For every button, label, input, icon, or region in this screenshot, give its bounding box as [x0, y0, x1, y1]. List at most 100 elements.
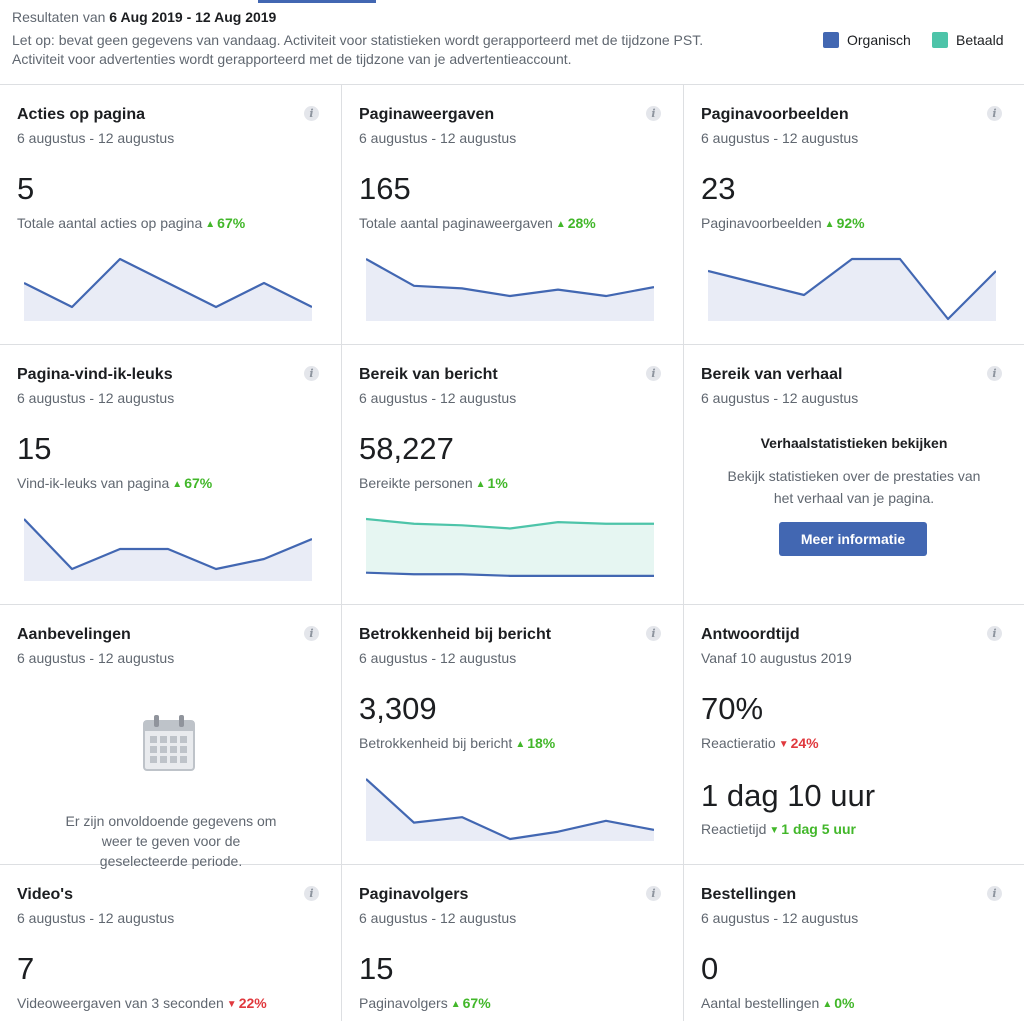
- legend-swatch-organic: [823, 32, 839, 48]
- metric-label: Paginavolgers: [359, 995, 448, 1011]
- sparkline-chart: [366, 517, 654, 577]
- card-betrokkenheid-bij-bericht[interactable]: Betrokkenheid bij bericht 6 augustus - 1…: [342, 605, 684, 865]
- triangle-up-icon: ▲: [822, 999, 833, 1010]
- meer-informatie-button[interactable]: Meer informatie: [779, 522, 927, 556]
- organic-series-area: [24, 259, 312, 321]
- card-pagina-vind-ik-leuks[interactable]: Pagina-vind-ik-leuks 6 augustus - 12 aug…: [0, 345, 342, 605]
- card-paginavoorbeelden[interactable]: Paginavoorbeelden 6 augustus - 12 august…: [684, 85, 1024, 345]
- card-subtitle: 6 augustus - 12 augustus: [17, 390, 175, 406]
- legend-paid: Betaald: [932, 32, 1003, 48]
- change-indicator: ▲ 18%: [515, 735, 555, 751]
- change-value: 28%: [567, 215, 596, 231]
- organic-series-line: [366, 571, 654, 577]
- triangle-up-icon: ▲: [824, 219, 835, 230]
- card-videos[interactable]: Video's 6 augustus - 12 augustus i 7 Vid…: [0, 865, 342, 1021]
- change-value: 67%: [184, 475, 213, 491]
- info-icon[interactable]: i: [987, 886, 1002, 901]
- card-subtitle: 6 augustus - 12 augustus: [701, 130, 859, 146]
- info-icon[interactable]: i: [646, 366, 661, 381]
- card-title: Bestellingen: [701, 886, 797, 903]
- card-paginavolgers[interactable]: Paginavolgers 6 augustus - 12 augustus i…: [342, 865, 684, 1021]
- change-value: 22%: [238, 995, 267, 1011]
- change-indicator: ▲ 0%: [822, 995, 854, 1011]
- card-subtitle: 6 augustus - 12 augustus: [359, 910, 517, 926]
- organic-series-area: [708, 259, 996, 321]
- organic-series-line: [708, 257, 996, 321]
- metric-description: Totale aantal acties op pagina ▲ 67%: [17, 215, 245, 231]
- card-title: Aanbevelingen: [17, 626, 131, 643]
- info-icon[interactable]: i: [304, 626, 319, 641]
- note-line-1: Let op: bevat geen gegevens van vandaag.…: [12, 32, 704, 48]
- metric-value: 15: [359, 951, 394, 986]
- info-icon[interactable]: i: [646, 886, 661, 901]
- sparkline-chart: [708, 257, 996, 321]
- info-icon[interactable]: i: [304, 886, 319, 901]
- card-title: Antwoordtijd: [701, 626, 800, 643]
- metric-value: 165: [359, 171, 411, 206]
- paid-series-area: [366, 519, 654, 576]
- metric-label: Betrokkenheid bij bericht: [359, 735, 513, 751]
- change-indicator: ▼ 1 dag 5 uur: [769, 821, 856, 837]
- card-bestellingen[interactable]: Bestellingen 6 augustus - 12 augustus i …: [684, 865, 1024, 1021]
- card-title: Acties op pagina: [17, 106, 146, 123]
- metric-label: Totale aantal paginaweergaven: [359, 215, 553, 231]
- metric-description: Vind-ik-leuks van pagina ▲ 67%: [17, 475, 212, 491]
- info-icon[interactable]: i: [304, 366, 319, 381]
- range-prefix: Resultaten van: [12, 9, 106, 25]
- card-subtitle: 6 augustus - 12 augustus: [701, 390, 859, 406]
- triangle-up-icon: ▲: [475, 479, 486, 490]
- metric-value: 23: [701, 171, 736, 206]
- triangle-up-icon: ▲: [450, 999, 461, 1010]
- card-subtitle: 6 augustus - 12 augustus: [17, 650, 175, 666]
- card-subtitle: 6 augustus - 12 augustus: [17, 910, 175, 926]
- triangle-up-icon: ▲: [172, 479, 183, 490]
- info-icon[interactable]: i: [987, 106, 1002, 121]
- organic-series-line: [24, 518, 312, 571]
- triangle-up-icon: ▲: [555, 219, 566, 230]
- triangle-up-icon: ▲: [205, 219, 216, 230]
- card-bereik-van-verhaal[interactable]: Bereik van verhaal 6 augustus - 12 augus…: [684, 345, 1024, 605]
- info-icon[interactable]: i: [646, 106, 661, 121]
- change-indicator: ▲ 92%: [825, 215, 865, 231]
- metric-label: Aantal bestellingen: [701, 995, 820, 1011]
- metric-description: Betrokkenheid bij bericht ▲ 18%: [359, 735, 555, 751]
- metric-description: Videoweergaven van 3 seconden ▼ 22%: [17, 995, 267, 1011]
- change-indicator: ▲ 67%: [451, 995, 491, 1011]
- response-time-description: Reactietijd ▼ 1 dag 5 uur: [701, 821, 856, 837]
- change-indicator: ▲ 1%: [476, 475, 508, 491]
- legend-organic-label: Organisch: [847, 32, 911, 48]
- info-icon[interactable]: i: [987, 366, 1002, 381]
- info-icon[interactable]: i: [646, 626, 661, 641]
- timezone-note: Let op: bevat geen gegevens van vandaag.…: [12, 31, 703, 69]
- response-time-value: 1 dag 10 uur: [701, 778, 876, 813]
- card-bereik-van-bericht[interactable]: Bereik van bericht 6 augustus - 12 augus…: [342, 345, 684, 605]
- response-rate-value: 70%: [701, 691, 764, 726]
- metric-description: Paginavolgers ▲ 67%: [359, 995, 491, 1011]
- metric-label: Videoweergaven van 3 seconden: [17, 995, 224, 1011]
- sparkline-chart: [24, 518, 312, 581]
- story-insights-body: Bekijk statistieken over de prestaties v…: [727, 468, 981, 506]
- organic-series-line: [24, 257, 312, 309]
- metric-label: Totale aantal acties op pagina: [17, 215, 203, 231]
- story-insights-heading: Verhaalstatistieken bekijken: [760, 435, 948, 451]
- metric-label: Reactietijd: [701, 821, 767, 837]
- card-acties-op-pagina[interactable]: Acties op pagina 6 augustus - 12 augustu…: [0, 85, 342, 345]
- metric-value: 15: [17, 431, 52, 466]
- metric-value: 5: [17, 171, 35, 206]
- change-indicator: ▼ 24%: [779, 735, 819, 751]
- change-value: 18%: [527, 735, 556, 751]
- change-value: 1 dag 5 uur: [781, 821, 856, 837]
- card-subtitle: 6 augustus - 12 augustus: [359, 650, 517, 666]
- card-title: Video's: [17, 886, 73, 903]
- card-aanbevelingen[interactable]: Aanbevelingen 6 augustus - 12 augustus i…: [0, 605, 342, 869]
- change-indicator: ▲ 67%: [172, 475, 212, 491]
- card-paginaweergaven[interactable]: Paginaweergaven 6 augustus - 12 augustus…: [342, 85, 684, 345]
- legend-swatch-paid: [932, 32, 948, 48]
- card-subtitle: Vanaf 10 augustus 2019: [701, 650, 852, 666]
- info-icon[interactable]: i: [987, 626, 1002, 641]
- card-antwoordtijd[interactable]: Antwoordtijd Vanaf 10 augustus 2019 i 70…: [684, 605, 1024, 865]
- change-value: 1%: [487, 475, 508, 491]
- organic-series-line: [366, 778, 654, 841]
- info-icon[interactable]: i: [304, 106, 319, 121]
- card-title: Paginaweergaven: [359, 106, 495, 123]
